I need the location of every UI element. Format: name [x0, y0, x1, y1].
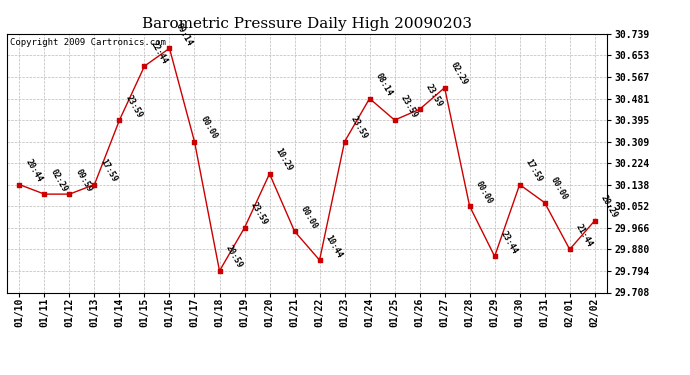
Text: 02:29: 02:29	[448, 61, 469, 87]
Text: 20:29: 20:29	[599, 194, 619, 220]
Point	[339, 139, 350, 145]
Point	[364, 96, 375, 102]
Text: 10:44: 10:44	[324, 233, 344, 260]
Text: 09:59: 09:59	[74, 167, 94, 194]
Text: 02:29: 02:29	[48, 167, 69, 194]
Text: 23:59: 23:59	[248, 201, 269, 227]
Text: 08:14: 08:14	[374, 72, 394, 98]
Text: 22:44: 22:44	[148, 39, 169, 65]
Text: 17:59: 17:59	[99, 158, 119, 184]
Point	[264, 171, 275, 177]
Point	[164, 45, 175, 51]
Text: 20:59: 20:59	[224, 244, 244, 270]
Point	[514, 182, 525, 188]
Point	[589, 218, 600, 224]
Point	[414, 106, 425, 112]
Text: 00:00: 00:00	[474, 179, 494, 206]
Text: 23:44: 23:44	[499, 230, 519, 256]
Point	[14, 182, 25, 188]
Text: 23:59: 23:59	[424, 82, 444, 108]
Point	[389, 117, 400, 123]
Text: 10:29: 10:29	[274, 147, 294, 173]
Text: 23:59: 23:59	[124, 93, 144, 119]
Point	[439, 85, 450, 91]
Text: 00:00: 00:00	[199, 115, 219, 141]
Point	[314, 257, 325, 263]
Text: 23:59: 23:59	[348, 115, 369, 141]
Point	[289, 228, 300, 234]
Point	[39, 191, 50, 197]
Point	[64, 191, 75, 197]
Text: 00:00: 00:00	[549, 176, 569, 202]
Text: 20:44: 20:44	[23, 158, 44, 184]
Point	[564, 246, 575, 252]
Point	[214, 268, 225, 274]
Title: Barometric Pressure Daily High 20090203: Barometric Pressure Daily High 20090203	[142, 17, 472, 31]
Text: 21:44: 21:44	[574, 222, 594, 249]
Text: 23:59: 23:59	[399, 93, 419, 119]
Point	[89, 182, 100, 188]
Text: 00:00: 00:00	[299, 204, 319, 231]
Point	[114, 117, 125, 123]
Point	[189, 139, 200, 145]
Text: 17:59: 17:59	[524, 158, 544, 184]
Point	[539, 200, 550, 206]
Text: 09:14: 09:14	[174, 21, 194, 48]
Point	[239, 225, 250, 231]
Point	[489, 254, 500, 260]
Point	[139, 63, 150, 69]
Text: Copyright 2009 Cartronics.com: Copyright 2009 Cartronics.com	[10, 38, 166, 46]
Point	[464, 203, 475, 209]
